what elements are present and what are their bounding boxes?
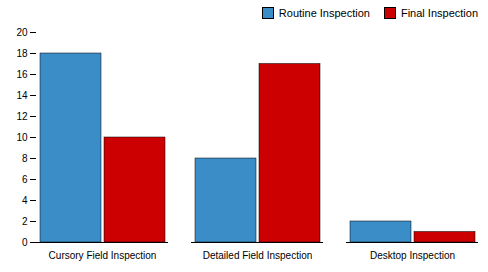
svg-text:Desktop Inspection: Desktop Inspection — [370, 250, 455, 261]
svg-text:4: 4 — [22, 195, 28, 206]
svg-text:12: 12 — [16, 111, 28, 122]
svg-text:14: 14 — [16, 90, 28, 101]
svg-text:6: 6 — [22, 174, 28, 185]
html-text:Routine Inspection: Routine Inspection — [278, 7, 370, 19]
svg-text:Detailed Field Inspection: Detailed Field Inspection — [203, 250, 313, 261]
svg-text:2: 2 — [22, 216, 28, 227]
svg-text:20: 20 — [16, 27, 28, 38]
svg-text:0: 0 — [22, 237, 28, 248]
svg-text:Cursory Field Inspection: Cursory Field Inspection — [49, 250, 157, 261]
svg-text:16: 16 — [16, 69, 28, 80]
html-text:Final Inspection: Final Inspection — [401, 7, 478, 19]
svg-text:8: 8 — [22, 153, 28, 164]
svg-text:18: 18 — [16, 48, 28, 59]
svg-text:10: 10 — [16, 132, 28, 143]
